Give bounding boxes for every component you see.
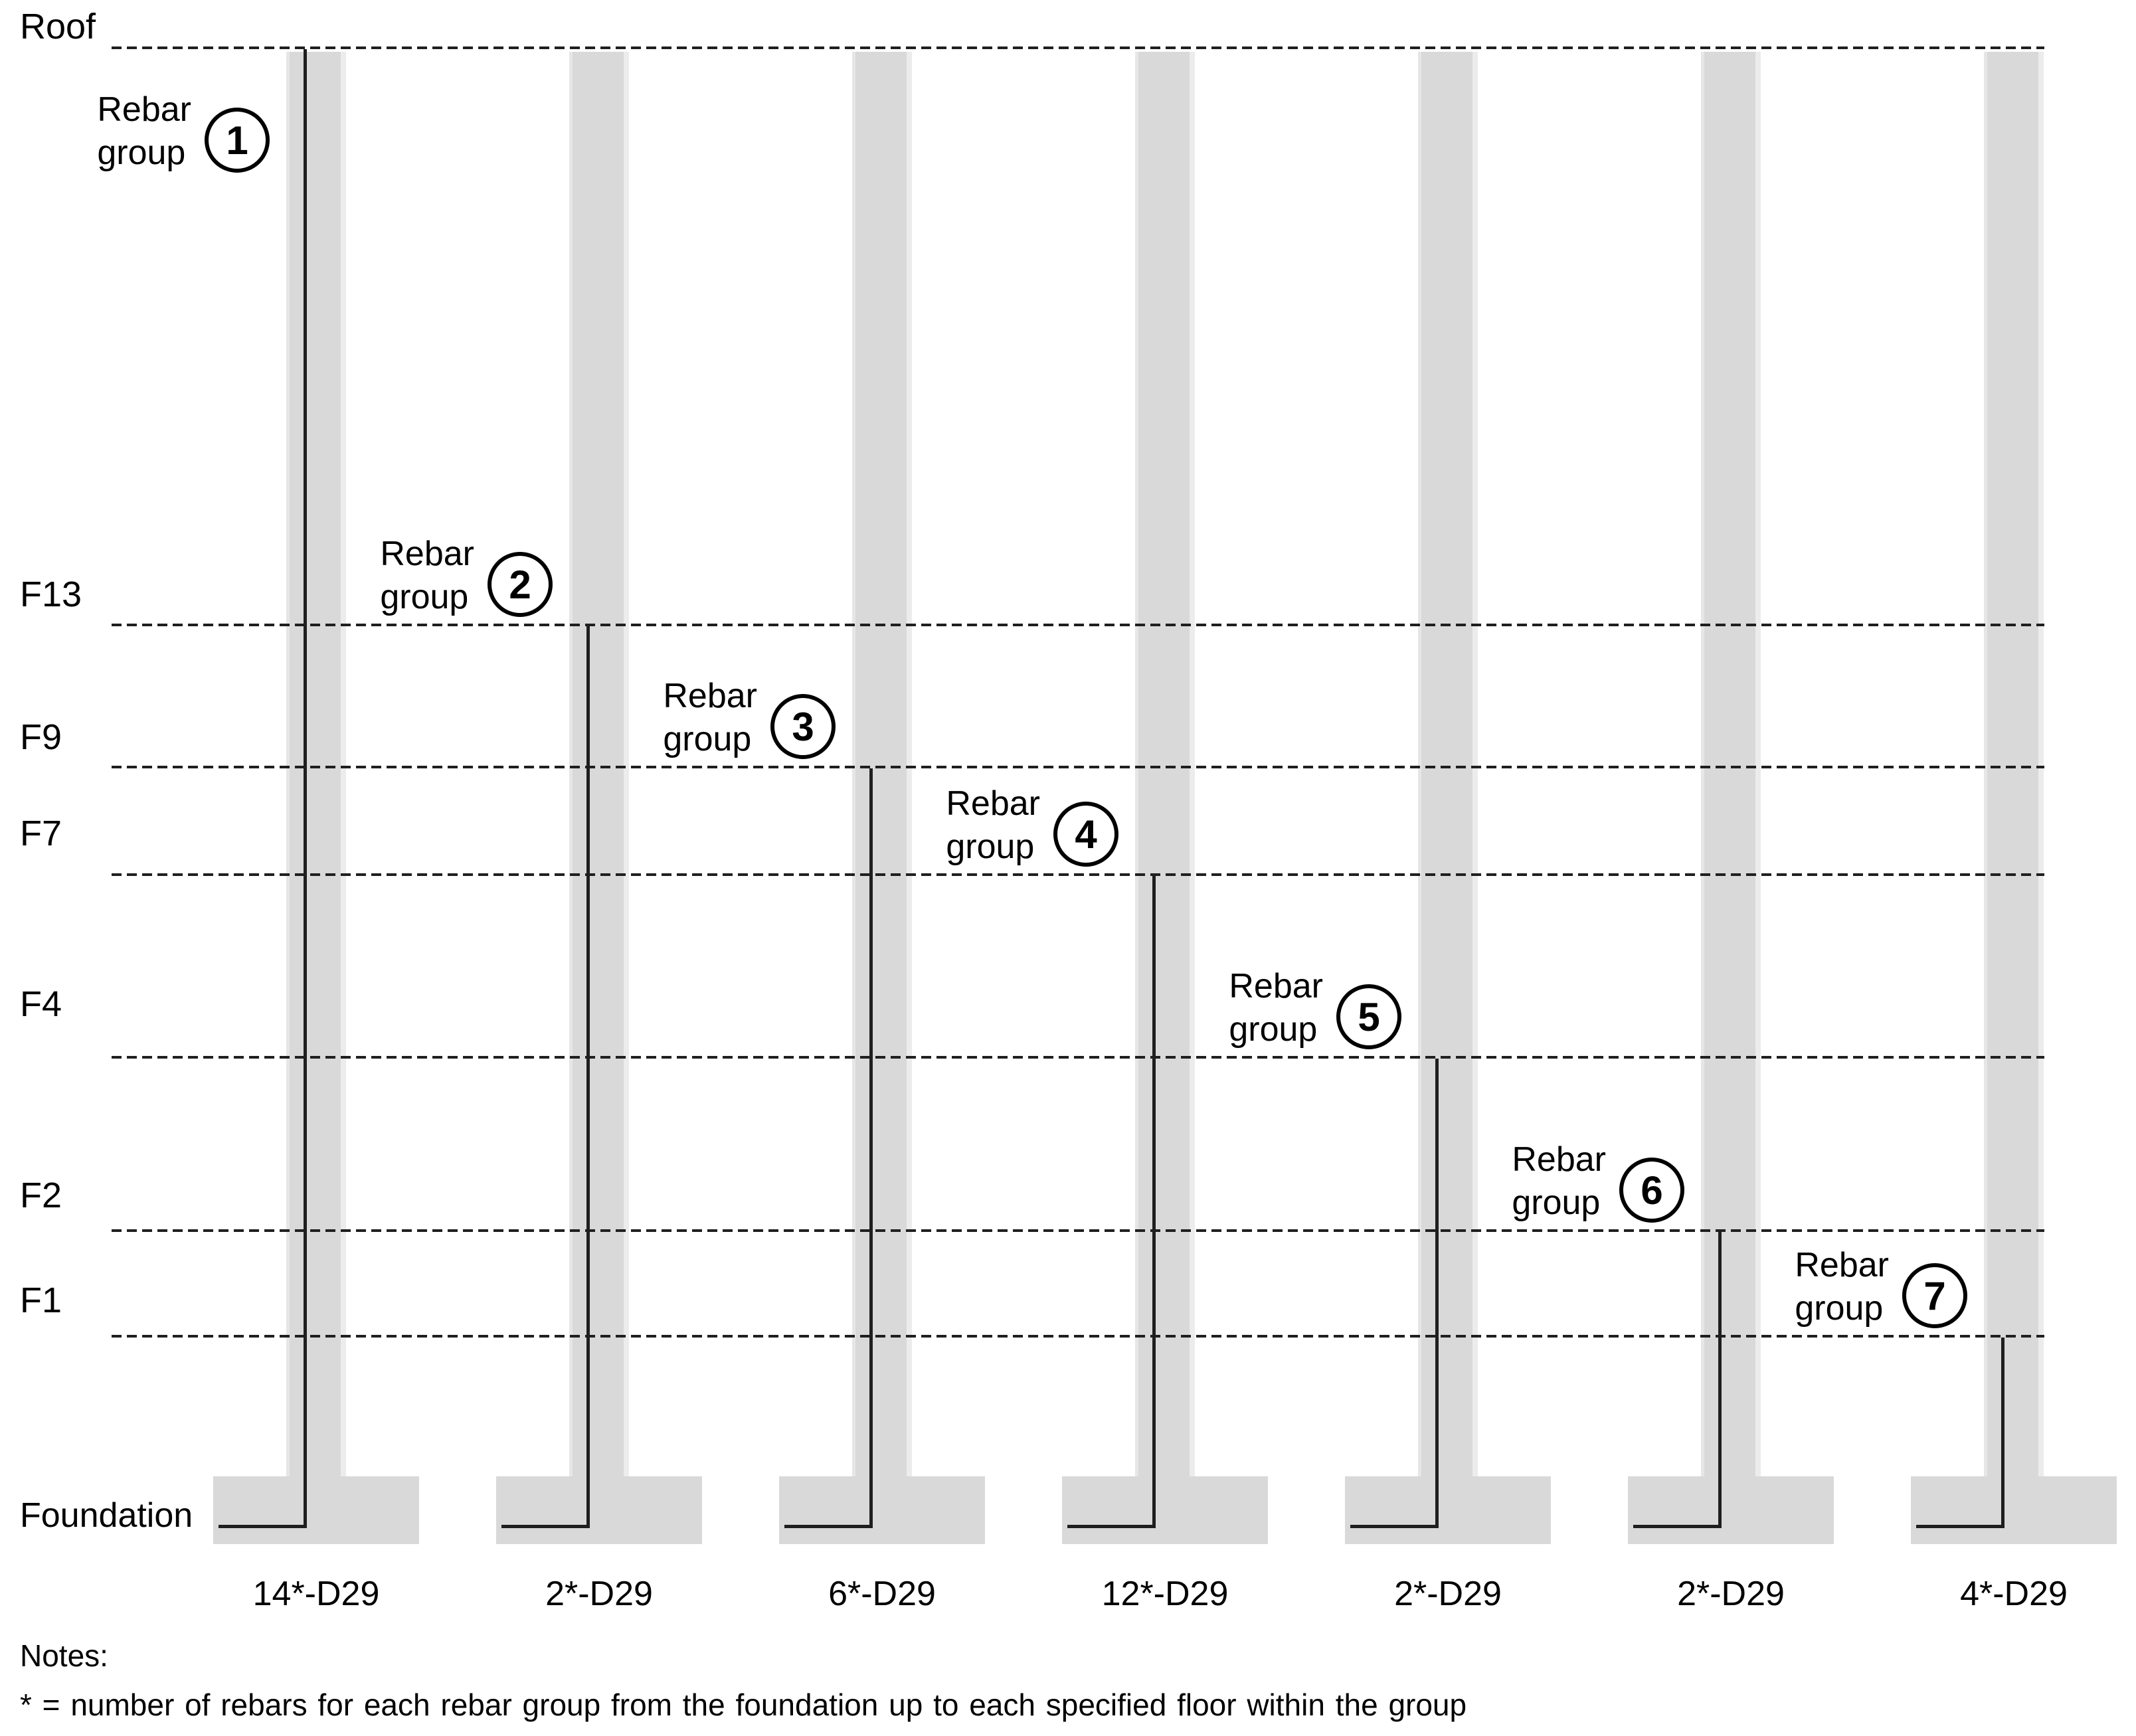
column-7 [1984,52,2044,1544]
rebar-group-label-line1: Rebar [380,535,474,573]
floor-line-roof [112,46,2044,49]
rebar-hook-7 [1916,1525,2004,1528]
rebar-group-label-text-6: Rebar group [1512,1138,1606,1225]
foundation-block-5 [1345,1476,1551,1544]
rebar-group-label-line2: group [1229,1010,1318,1049]
rebar-hook-6 [1633,1525,1722,1528]
rebar-group-label-line1: Rebar [97,90,191,129]
rebar-line-3 [869,768,873,1528]
foundation-block-7 [1911,1476,2117,1544]
rebar-line-5 [1435,1059,1439,1528]
rebar-group-label-line1: Rebar [946,784,1040,823]
rebar-spec-label-6: 2*-D29 [1677,1575,1785,1613]
column-3 [852,52,912,1544]
foundation-block-4 [1062,1476,1268,1544]
column-2 [569,52,629,1544]
rebar-group-label-line2: group [946,827,1035,866]
rebar-group-label-5: Rebar group 5 [1229,965,1401,1051]
rebar-spec-label-7: 4*-D29 [1960,1575,2068,1613]
rebar-line-6 [1718,1232,1722,1528]
rebar-group-label-text-3: Rebar group [663,675,757,761]
rebar-spec-label-5: 2*-D29 [1394,1575,1502,1613]
rebar-line-2 [586,626,590,1528]
rebar-hook-4 [1067,1525,1156,1528]
rebar-spec-label-1: 14*-D29 [252,1575,380,1613]
rebar-group-label-7: Rebar group 7 [1795,1244,1967,1330]
group-number-badge-6: 6 [1619,1158,1684,1223]
column-4 [1135,52,1195,1544]
rebar-group-label-text-1: Rebar group [97,88,191,175]
rebar-line-1 [304,49,307,1528]
rebar-hook-3 [784,1525,873,1528]
rebar-group-label-line2: group [380,578,469,616]
rebar-group-label-line2: group [1512,1183,1601,1222]
floor-label-f9: F9 [20,717,62,757]
floor-line-f2 [112,1229,2044,1232]
rebar-group-label-line2: group [97,133,186,172]
rebar-hook-2 [501,1525,590,1528]
rebar-group-label-2: Rebar group 2 [380,533,553,619]
notes-body-line: * = number of rebars for each rebar grou… [20,1688,1467,1722]
floor-line-f13 [112,624,2044,626]
group-number-badge-3: 3 [770,694,836,759]
floor-line-f7 [112,873,2044,876]
rebar-group-label-4: Rebar group 4 [946,782,1118,869]
rebar-spec-label-2: 2*-D29 [545,1575,653,1613]
group-number-badge-1: 1 [205,108,270,173]
rebar-spec-label-3: 6*-D29 [828,1575,936,1613]
rebar-group-label-line2: group [1795,1289,1884,1328]
rebar-group-label-3: Rebar group 3 [663,675,836,761]
rebar-hook-1 [219,1525,307,1528]
rebar-group-label-line2: group [663,720,752,758]
floor-label-f4: F4 [20,984,62,1024]
floor-line-f1 [112,1335,2044,1338]
rebar-group-label-line1: Rebar [1512,1140,1606,1179]
group-number-badge-5: 5 [1336,984,1401,1049]
rebar-group-label-line1: Rebar [1229,967,1323,1005]
rebar-group-label-text-2: Rebar group [380,533,474,619]
group-number-badge-7: 7 [1902,1263,1967,1328]
floor-label-f1: F1 [20,1280,62,1320]
floor-label-f7: F7 [20,814,62,853]
column-5 [1418,52,1478,1544]
group-number-badge-4: 4 [1053,802,1118,867]
rebar-group-label-6: Rebar group 6 [1512,1138,1684,1225]
floor-line-f4 [112,1056,2044,1059]
rebar-group-label-line1: Rebar [663,677,757,715]
foundation-block-1 [213,1476,419,1544]
rebar-spec-label-4: 12*-D29 [1101,1575,1229,1613]
column-6 [1701,52,1761,1544]
rebar-hook-5 [1350,1525,1439,1528]
floor-label-foundation: Foundation [20,1496,193,1535]
floor-label-f2: F2 [20,1175,62,1215]
foundation-block-3 [779,1476,985,1544]
rebar-group-label-text-7: Rebar group [1795,1244,1889,1330]
rebar-line-4 [1152,876,1156,1528]
rebar-group-label-text-5: Rebar group [1229,965,1323,1051]
column-1 [286,52,346,1544]
floor-label-roof: Roof [20,7,96,46]
foundation-block-2 [496,1476,702,1544]
foundation-block-6 [1628,1476,1834,1544]
rebar-group-label-text-4: Rebar group [946,782,1040,869]
notes-heading: Notes: [20,1638,108,1673]
rebar-line-7 [2001,1338,2004,1528]
floor-label-f13: F13 [20,574,82,614]
group-number-badge-2: 2 [488,552,553,617]
floor-line-f9 [112,766,2044,768]
rebar-group-label-line1: Rebar [1795,1246,1889,1284]
rebar-group-label-1: Rebar group 1 [97,88,270,175]
